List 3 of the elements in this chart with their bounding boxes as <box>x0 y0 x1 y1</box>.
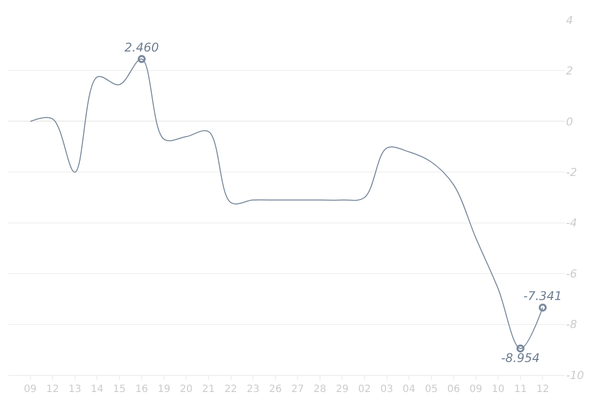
data-label: -7.341 <box>523 288 562 303</box>
data-label: -8.954 <box>501 351 540 366</box>
data-label: 2.460 <box>124 40 160 54</box>
